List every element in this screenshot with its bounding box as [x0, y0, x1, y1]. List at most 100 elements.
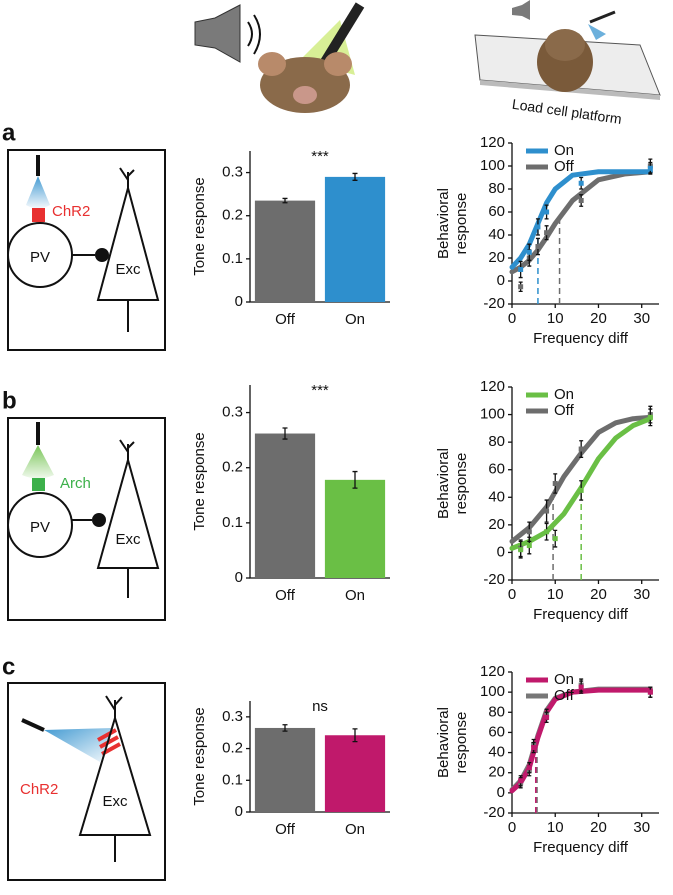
panel-label: a [2, 119, 16, 146]
data-point [544, 529, 550, 535]
data-point [647, 414, 653, 420]
y-tick-label: 100 [480, 157, 505, 174]
diagram-c: c ChR2 Exc [2, 653, 166, 881]
x-tick-label: 10 [547, 586, 564, 603]
x-tick-label: Off [275, 821, 296, 838]
legend-label: Off [554, 687, 575, 704]
data-point [535, 244, 541, 249]
y-tick-label: 120 [480, 663, 505, 680]
y-axis-label: Tone response [191, 707, 208, 805]
y-axis-label: response [453, 453, 470, 515]
data-point [526, 765, 532, 771]
y-tick-label: -20 [483, 571, 505, 588]
y-tick-label: 80 [488, 433, 505, 450]
data-point [552, 481, 558, 486]
data-point [526, 249, 532, 255]
x-tick-label: Off [275, 311, 296, 328]
y-tick-label: 100 [480, 406, 505, 423]
panel-label: c [2, 653, 15, 680]
y-tick-label: 0 [497, 272, 505, 289]
fit-curve [509, 169, 653, 275]
y-tick-label: 0 [235, 803, 243, 820]
data-point [552, 536, 558, 542]
y-tick-label: 40 [488, 488, 505, 505]
bar [324, 176, 386, 302]
annotation: ns [312, 698, 328, 715]
diagram-a: a ChR2 PV Exc [2, 119, 166, 351]
data-point [544, 209, 550, 215]
data-point [518, 778, 524, 784]
y-tick-label: 20 [488, 249, 505, 266]
error-bar [352, 728, 358, 743]
data-point [578, 487, 584, 493]
cell-label: PV [30, 249, 50, 266]
y-tick-label: 0.2 [222, 459, 243, 476]
y-tick-label: 60 [488, 203, 505, 220]
x-axis-label: Frequency diff [533, 839, 629, 856]
error-bar [352, 172, 358, 181]
bar [254, 433, 316, 578]
y-tick-label: -20 [483, 295, 505, 312]
error-bar [282, 724, 288, 732]
data-point [518, 547, 524, 553]
x-tick-label: 0 [508, 586, 516, 603]
data-point [578, 684, 584, 690]
data-point [518, 267, 524, 272]
cell-label: Exc [102, 793, 128, 810]
y-tick-label: 0 [497, 543, 505, 560]
legend-label: On [554, 671, 574, 688]
y-tick-label: 0.2 [222, 740, 243, 757]
x-tick-label: 0 [508, 310, 516, 327]
y-tick-label: 0.1 [222, 771, 243, 788]
data-point [544, 508, 550, 514]
x-tick-label: 30 [633, 310, 650, 327]
bar [324, 479, 386, 578]
y-axis-label: Behavioral [435, 188, 452, 259]
opsin-label: Arch [60, 475, 91, 492]
legend-label: On [554, 142, 574, 159]
data-point [578, 446, 584, 452]
y-axis-label: Behavioral [435, 707, 452, 778]
data-point [531, 745, 537, 751]
legend-label: On [554, 386, 574, 403]
bar [254, 200, 316, 302]
y-tick-label: 120 [480, 134, 505, 151]
x-tick-label: 10 [547, 310, 564, 327]
opsin-label: ChR2 [20, 781, 58, 798]
fit-curve [509, 169, 653, 270]
x-tick-label: Off [275, 587, 296, 604]
data-point [526, 529, 532, 535]
x-tick-label: 10 [547, 819, 564, 836]
diagram-b: b Arch PV Exc [2, 387, 166, 621]
x-axis-label: Frequency diff [533, 330, 629, 347]
y-axis-label: Tone response [191, 177, 208, 275]
bar [254, 727, 316, 812]
y-tick-label: 80 [488, 180, 505, 197]
legend-label: Off [554, 402, 575, 419]
cell-label: Exc [115, 261, 141, 278]
y-tick-label: 60 [488, 723, 505, 740]
x-tick-label: 30 [633, 819, 650, 836]
x-tick-label: On [345, 311, 365, 328]
y-tick-label: -20 [483, 804, 505, 821]
platform-label: Load cell platform [511, 96, 623, 127]
x-tick-label: 20 [590, 819, 607, 836]
y-tick-label: 0 [235, 569, 243, 586]
y-axis-label: Behavioral [435, 448, 452, 519]
error-bar [352, 470, 358, 489]
y-tick-label: 0.1 [222, 250, 243, 267]
data-point [526, 543, 532, 549]
y-tick-label: 0.3 [222, 708, 243, 725]
data-point [518, 284, 524, 290]
y-tick-label: 100 [480, 683, 505, 700]
y-tick-label: 80 [488, 703, 505, 720]
data-point [578, 180, 584, 186]
x-tick-label: 0 [508, 819, 516, 836]
y-tick-label: 60 [488, 461, 505, 478]
y-tick-label: 0 [497, 784, 505, 801]
panel-label: b [2, 387, 17, 414]
y-tick-label: 120 [480, 378, 505, 395]
x-tick-label: On [345, 587, 365, 604]
